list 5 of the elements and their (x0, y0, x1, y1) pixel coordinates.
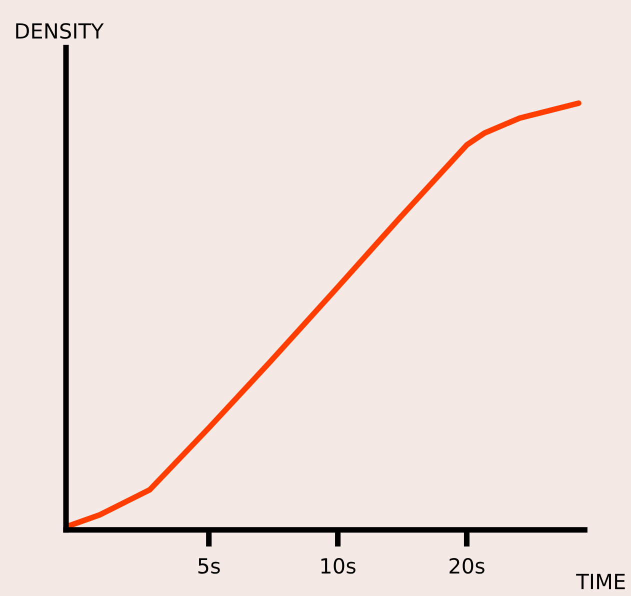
x-tick-label: 5s (198, 558, 220, 574)
y-axis-title: DENSITY (16, 23, 104, 39)
x-axis-title: TIME (576, 574, 625, 590)
x-tick-label: 10s (321, 558, 356, 574)
x-tick-label: 20s (450, 558, 484, 574)
